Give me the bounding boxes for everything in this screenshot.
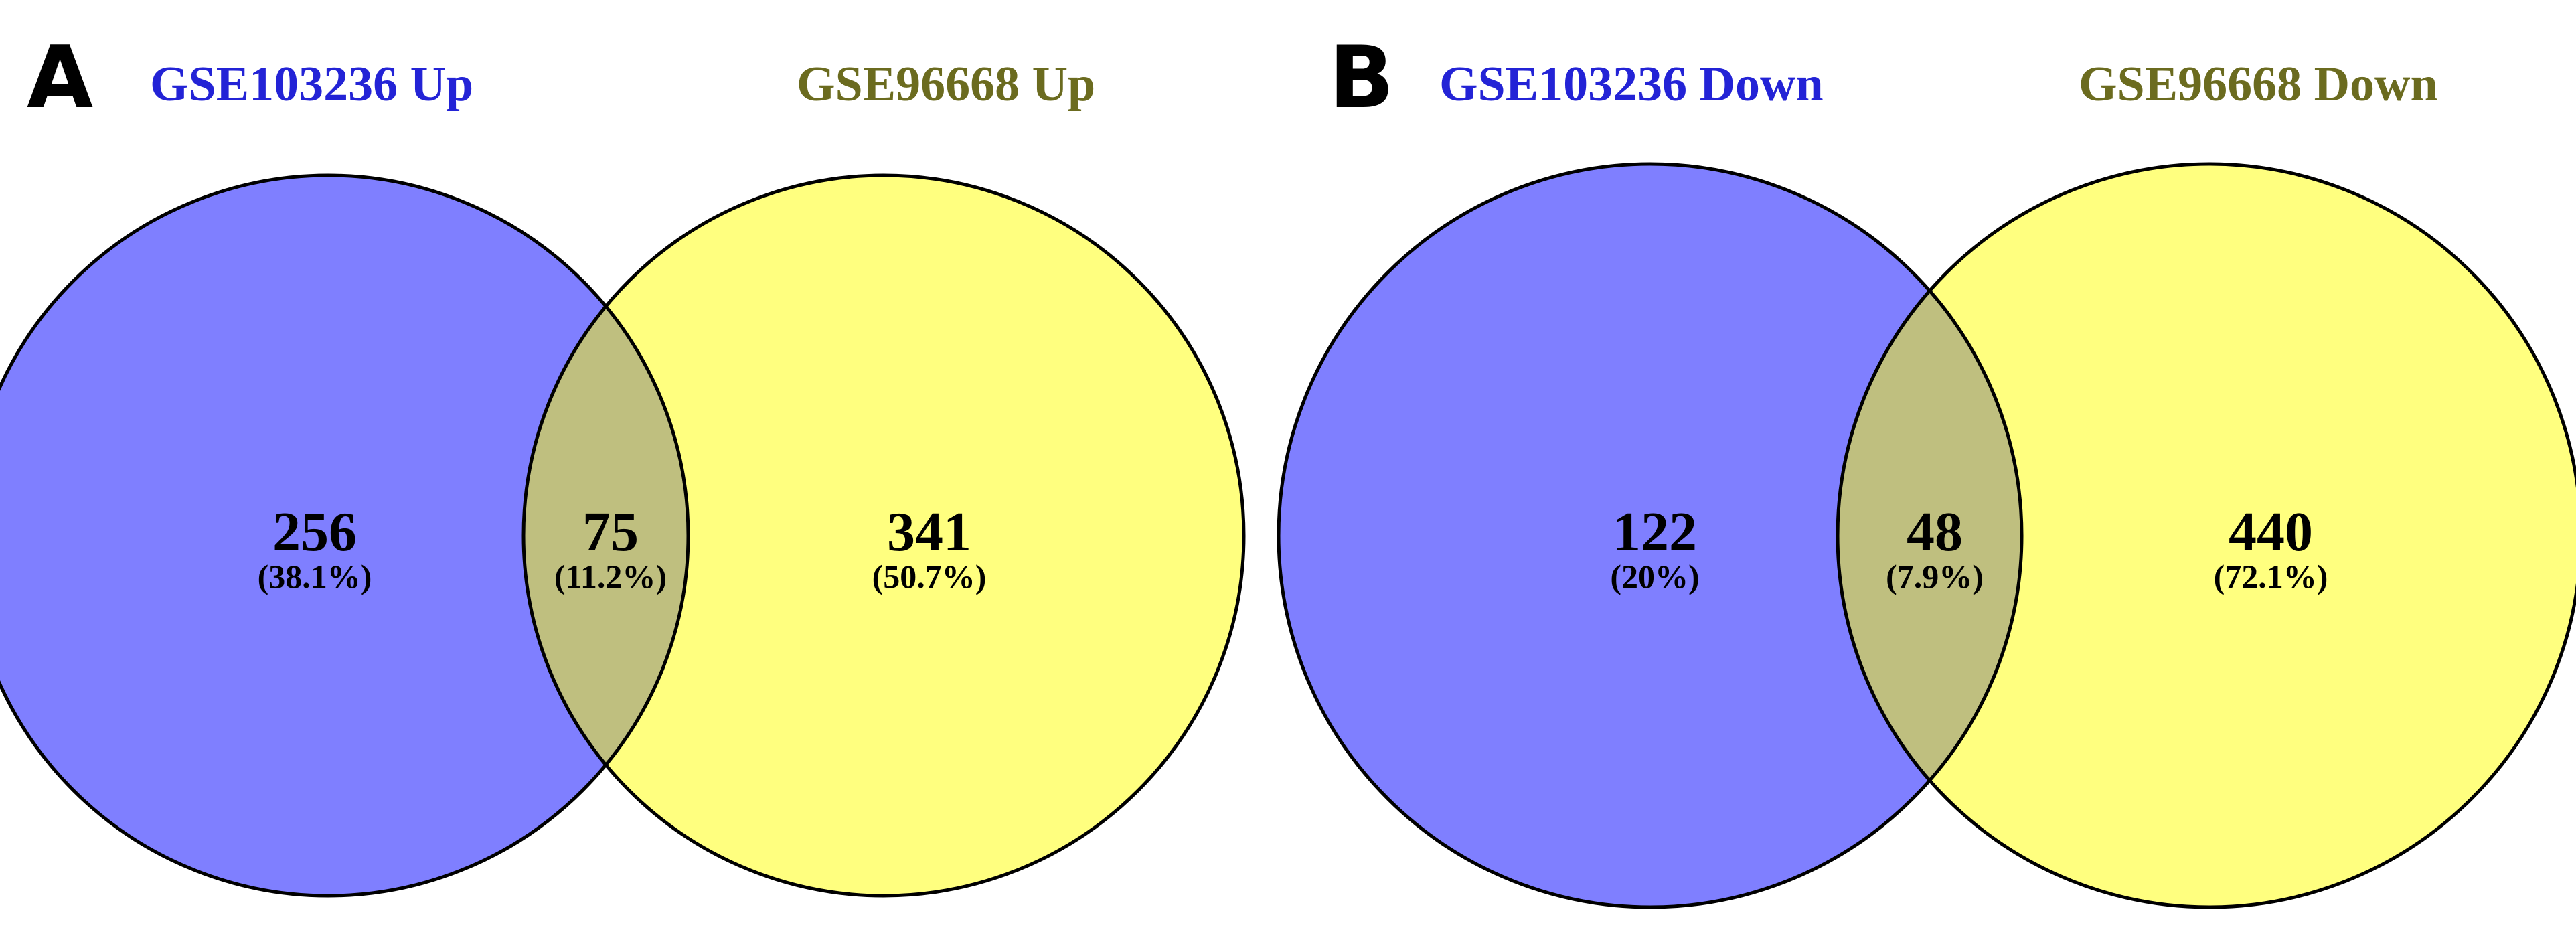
panel-b-left-title: GSE103236 Down — [1439, 57, 1824, 112]
panel-b-right-title: GSE96668 Down — [2079, 57, 2438, 112]
panel-b: B GSE103236 Down GSE96668 Down 122 (20%)… — [1277, 28, 2576, 909]
panel-b-right-percent: (72.1%) — [2214, 558, 2328, 595]
panel-b-left-circle — [1279, 164, 2022, 907]
panel-b-right-count: 440 — [2229, 501, 2313, 563]
panel-a-overlap-percent: (11.2%) — [554, 558, 667, 595]
panel-b-overlap-count: 48 — [1907, 501, 1963, 563]
panel-a-overlap-count: 75 — [582, 501, 639, 563]
panel-a-letter: A — [27, 28, 93, 128]
panel-b-right-outline — [1836, 162, 2576, 909]
panel-b-left-percent: (20%) — [1610, 558, 1699, 595]
panel-a-right-outline — [521, 173, 1246, 898]
panel-a-left-count: 256 — [272, 501, 357, 563]
panel-b-letter: B — [1329, 28, 1394, 128]
panel-b-left-count: 122 — [1613, 501, 1697, 563]
panel-b-overlap-percent: (7.9%) — [1886, 558, 1984, 595]
panel-a-right-count: 341 — [887, 501, 971, 563]
panel-a-left-title: GSE103236 Up — [150, 57, 473, 112]
panel-a-left-percent: (38.1%) — [258, 558, 372, 595]
panel-b-left-outline — [1277, 162, 2024, 909]
panel-a-left-circle — [0, 175, 688, 896]
panel-a-left-outline — [0, 173, 690, 898]
panel-a-right-percent: (50.7%) — [872, 558, 987, 595]
panel-b-right-circle — [1838, 164, 2576, 907]
panel-a: A GSE103236 Up GSE96668 Up 256 (38.1%) 7… — [0, 28, 1246, 898]
panel-a-right-title: GSE96668 Up — [797, 57, 1095, 112]
panel-a-right-circle — [524, 175, 1244, 896]
